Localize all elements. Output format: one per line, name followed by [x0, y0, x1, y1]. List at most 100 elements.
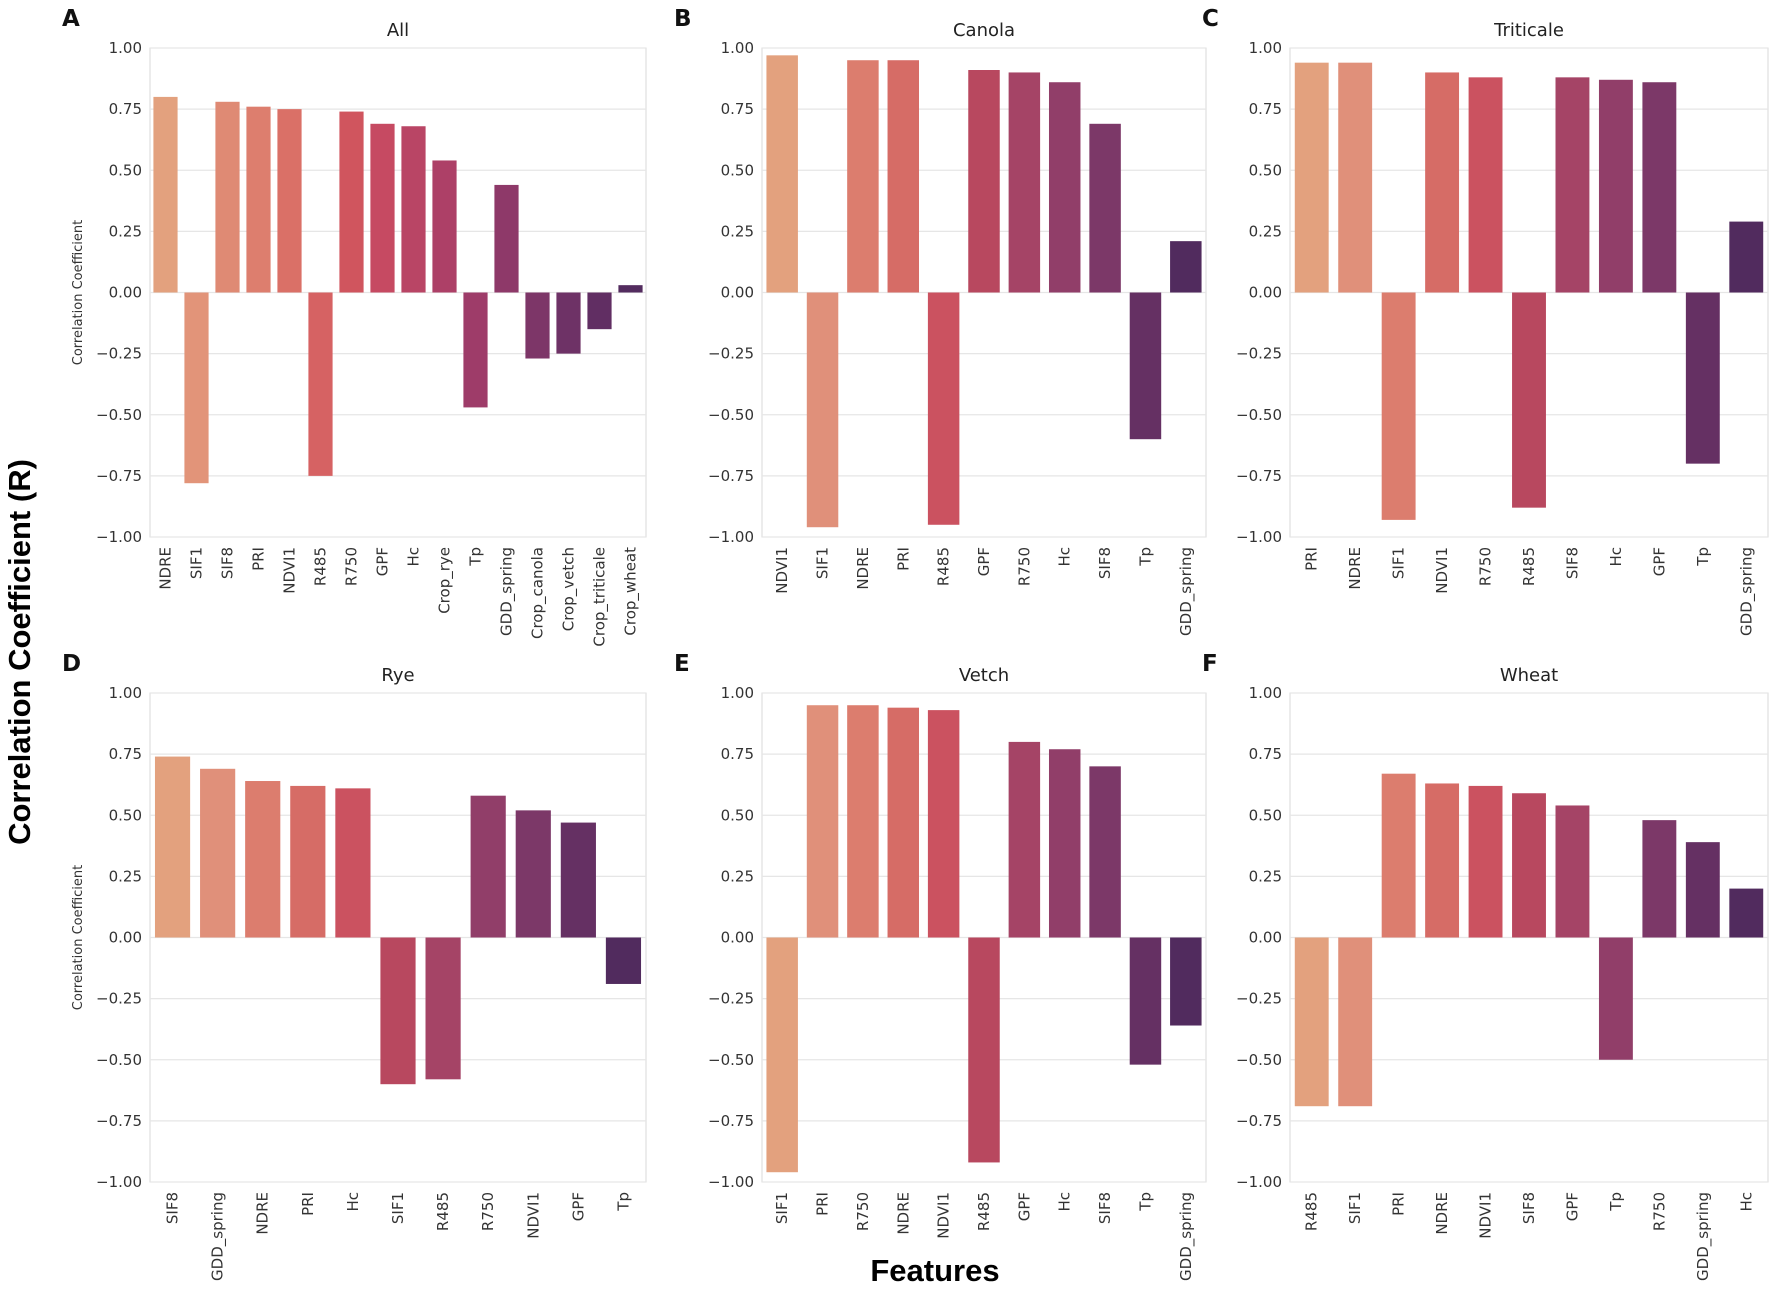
bar-hc	[401, 126, 426, 293]
y-tick-label: 0.50	[721, 161, 754, 179]
x-tick-label: NDVI1	[1477, 1192, 1495, 1239]
bar-hc	[1048, 82, 1081, 293]
bar-gdd-spring	[200, 768, 236, 938]
x-tick-label: PRI	[1303, 547, 1321, 571]
y-tick-label: −0.25	[96, 345, 142, 363]
panel-c: 1.00 0.75 0.50 0.25 0.00 −0.25 −0.50 −0.75 −1.00…	[1202, 6, 1769, 636]
x-tick-label: PRI	[814, 1192, 832, 1216]
bar-hc	[1598, 79, 1633, 293]
x-tick-label: Tp	[614, 1192, 632, 1212]
x-tick-label: Tp	[1694, 547, 1712, 567]
x-tick-label: SIF1	[773, 1192, 791, 1224]
x-tick-label: Hc	[405, 547, 423, 567]
bar-hc	[335, 788, 371, 938]
panel-letter: C	[1202, 6, 1219, 32]
y-tick-label: −0.50	[708, 1051, 754, 1069]
y-tick-label: −0.25	[1236, 345, 1282, 363]
x-tick-label: SIF8	[1096, 547, 1114, 579]
x-tick-label: Hc	[1607, 547, 1625, 567]
bar-ndvi1	[927, 710, 960, 938]
bar-ndre	[1425, 783, 1460, 938]
x-tick-label: SIF1	[389, 1192, 407, 1224]
bar-gpf	[560, 822, 596, 938]
y-axis-label: Correlation Coefficient	[71, 865, 86, 1011]
x-tick-label: R485	[935, 547, 953, 586]
y-tick-label: 0.50	[109, 161, 142, 179]
y-tick-label: −1.00	[708, 528, 754, 546]
x-tick-label: GDD_spring	[1177, 547, 1196, 636]
y-tick-label: −1.00	[1236, 1173, 1282, 1191]
x-tick-label: GDD_spring	[1737, 547, 1756, 636]
x-tick-label: GPF	[1650, 547, 1668, 576]
bar-hc	[1048, 749, 1081, 938]
bar-hc	[1729, 888, 1764, 938]
bar-ndvi1	[1468, 785, 1503, 938]
x-tick-label: R750	[1015, 547, 1033, 586]
x-tick-label: SIF8	[1096, 1192, 1114, 1224]
bar-r485	[927, 292, 960, 525]
x-tick-label: PRI	[894, 547, 912, 571]
y-tick-label: −1.00	[96, 1173, 142, 1191]
y-axis-label: Correlation Coefficient	[71, 220, 86, 366]
y-tick-label: −0.25	[708, 990, 754, 1008]
x-tick-label: R485	[312, 547, 330, 586]
y-tick-label: 0.00	[1249, 284, 1282, 302]
x-tick-label: SIF8	[1520, 1192, 1538, 1224]
y-tick-label: −0.25	[96, 990, 142, 1008]
y-tick-label: −0.75	[1236, 1112, 1282, 1130]
y-tick-label: 0.75	[109, 745, 142, 763]
bar-gpf	[1008, 741, 1041, 938]
bar-r750	[1642, 820, 1677, 938]
bar-sif8	[1089, 123, 1121, 293]
bar-gdd-spring	[1170, 937, 1202, 1026]
y-tick-label: 0.75	[721, 745, 754, 763]
bar-pri	[887, 60, 920, 293]
y-tick-label: 0.75	[721, 100, 754, 118]
y-tick-label: 1.00	[721, 39, 754, 57]
y-tick-label: −0.75	[96, 1112, 142, 1130]
y-tick-label: 0.50	[721, 806, 754, 824]
bar-gpf	[968, 70, 1000, 293]
x-tick-label: R485	[1303, 1192, 1321, 1231]
figure-x-label: Features	[870, 1253, 999, 1288]
y-tick-label: −0.75	[1236, 467, 1282, 485]
y-tick-label: 0.25	[721, 222, 754, 240]
panel-b: 1.00 0.75 0.50 0.25 0.00 −0.25 −0.50 −0.75 −1.00…	[674, 6, 1207, 636]
y-tick-label: 0.50	[109, 806, 142, 824]
y-tick-label: 0.25	[109, 867, 142, 885]
y-tick-label: −0.25	[1236, 990, 1282, 1008]
bar-sif8	[1555, 77, 1590, 293]
x-tick-label: Tp	[1136, 547, 1154, 567]
x-tick-label: Hc	[344, 1192, 362, 1212]
x-tick-label: R485	[434, 1192, 452, 1231]
x-tick-label: NDVI1	[1433, 547, 1451, 594]
x-tick-label: GDD_spring	[1177, 1192, 1196, 1281]
y-tick-label: 1.00	[109, 39, 142, 57]
x-tick-label: Crop_triticale	[591, 547, 610, 647]
bar-tp	[1129, 292, 1162, 440]
x-tick-label: GPF	[1563, 1192, 1581, 1221]
bar-pri	[806, 705, 839, 938]
y-tick-label: 1.00	[1249, 684, 1282, 702]
y-tick-label: 0.75	[1249, 100, 1282, 118]
y-tick-label: −0.25	[708, 345, 754, 363]
y-tick-label: −0.75	[708, 1112, 754, 1130]
x-tick-label: GPF	[975, 547, 993, 576]
x-tick-label: SIF1	[1390, 547, 1408, 579]
bar-r750	[339, 111, 364, 293]
x-tick-label: PRI	[250, 547, 268, 571]
bar-r750	[1008, 72, 1041, 293]
bar-sif8	[215, 101, 240, 293]
bar-sif8	[154, 756, 191, 938]
x-tick-label: Crop_canola	[529, 547, 548, 639]
bar-ndre	[887, 707, 920, 938]
x-tick-label: Hc	[1056, 547, 1074, 567]
bar-gpf	[1555, 805, 1590, 938]
x-tick-label: GDD_spring	[498, 547, 517, 636]
x-tick-label: R750	[1650, 1192, 1668, 1231]
panel-e: 1.00 0.75 0.50 0.25 0.00 −0.25 −0.50 −0.75 −1.00…	[674, 651, 1207, 1281]
bar-ndvi1	[277, 109, 302, 293]
y-tick-label: −1.00	[708, 1173, 754, 1191]
bar-pri	[1381, 773, 1416, 938]
